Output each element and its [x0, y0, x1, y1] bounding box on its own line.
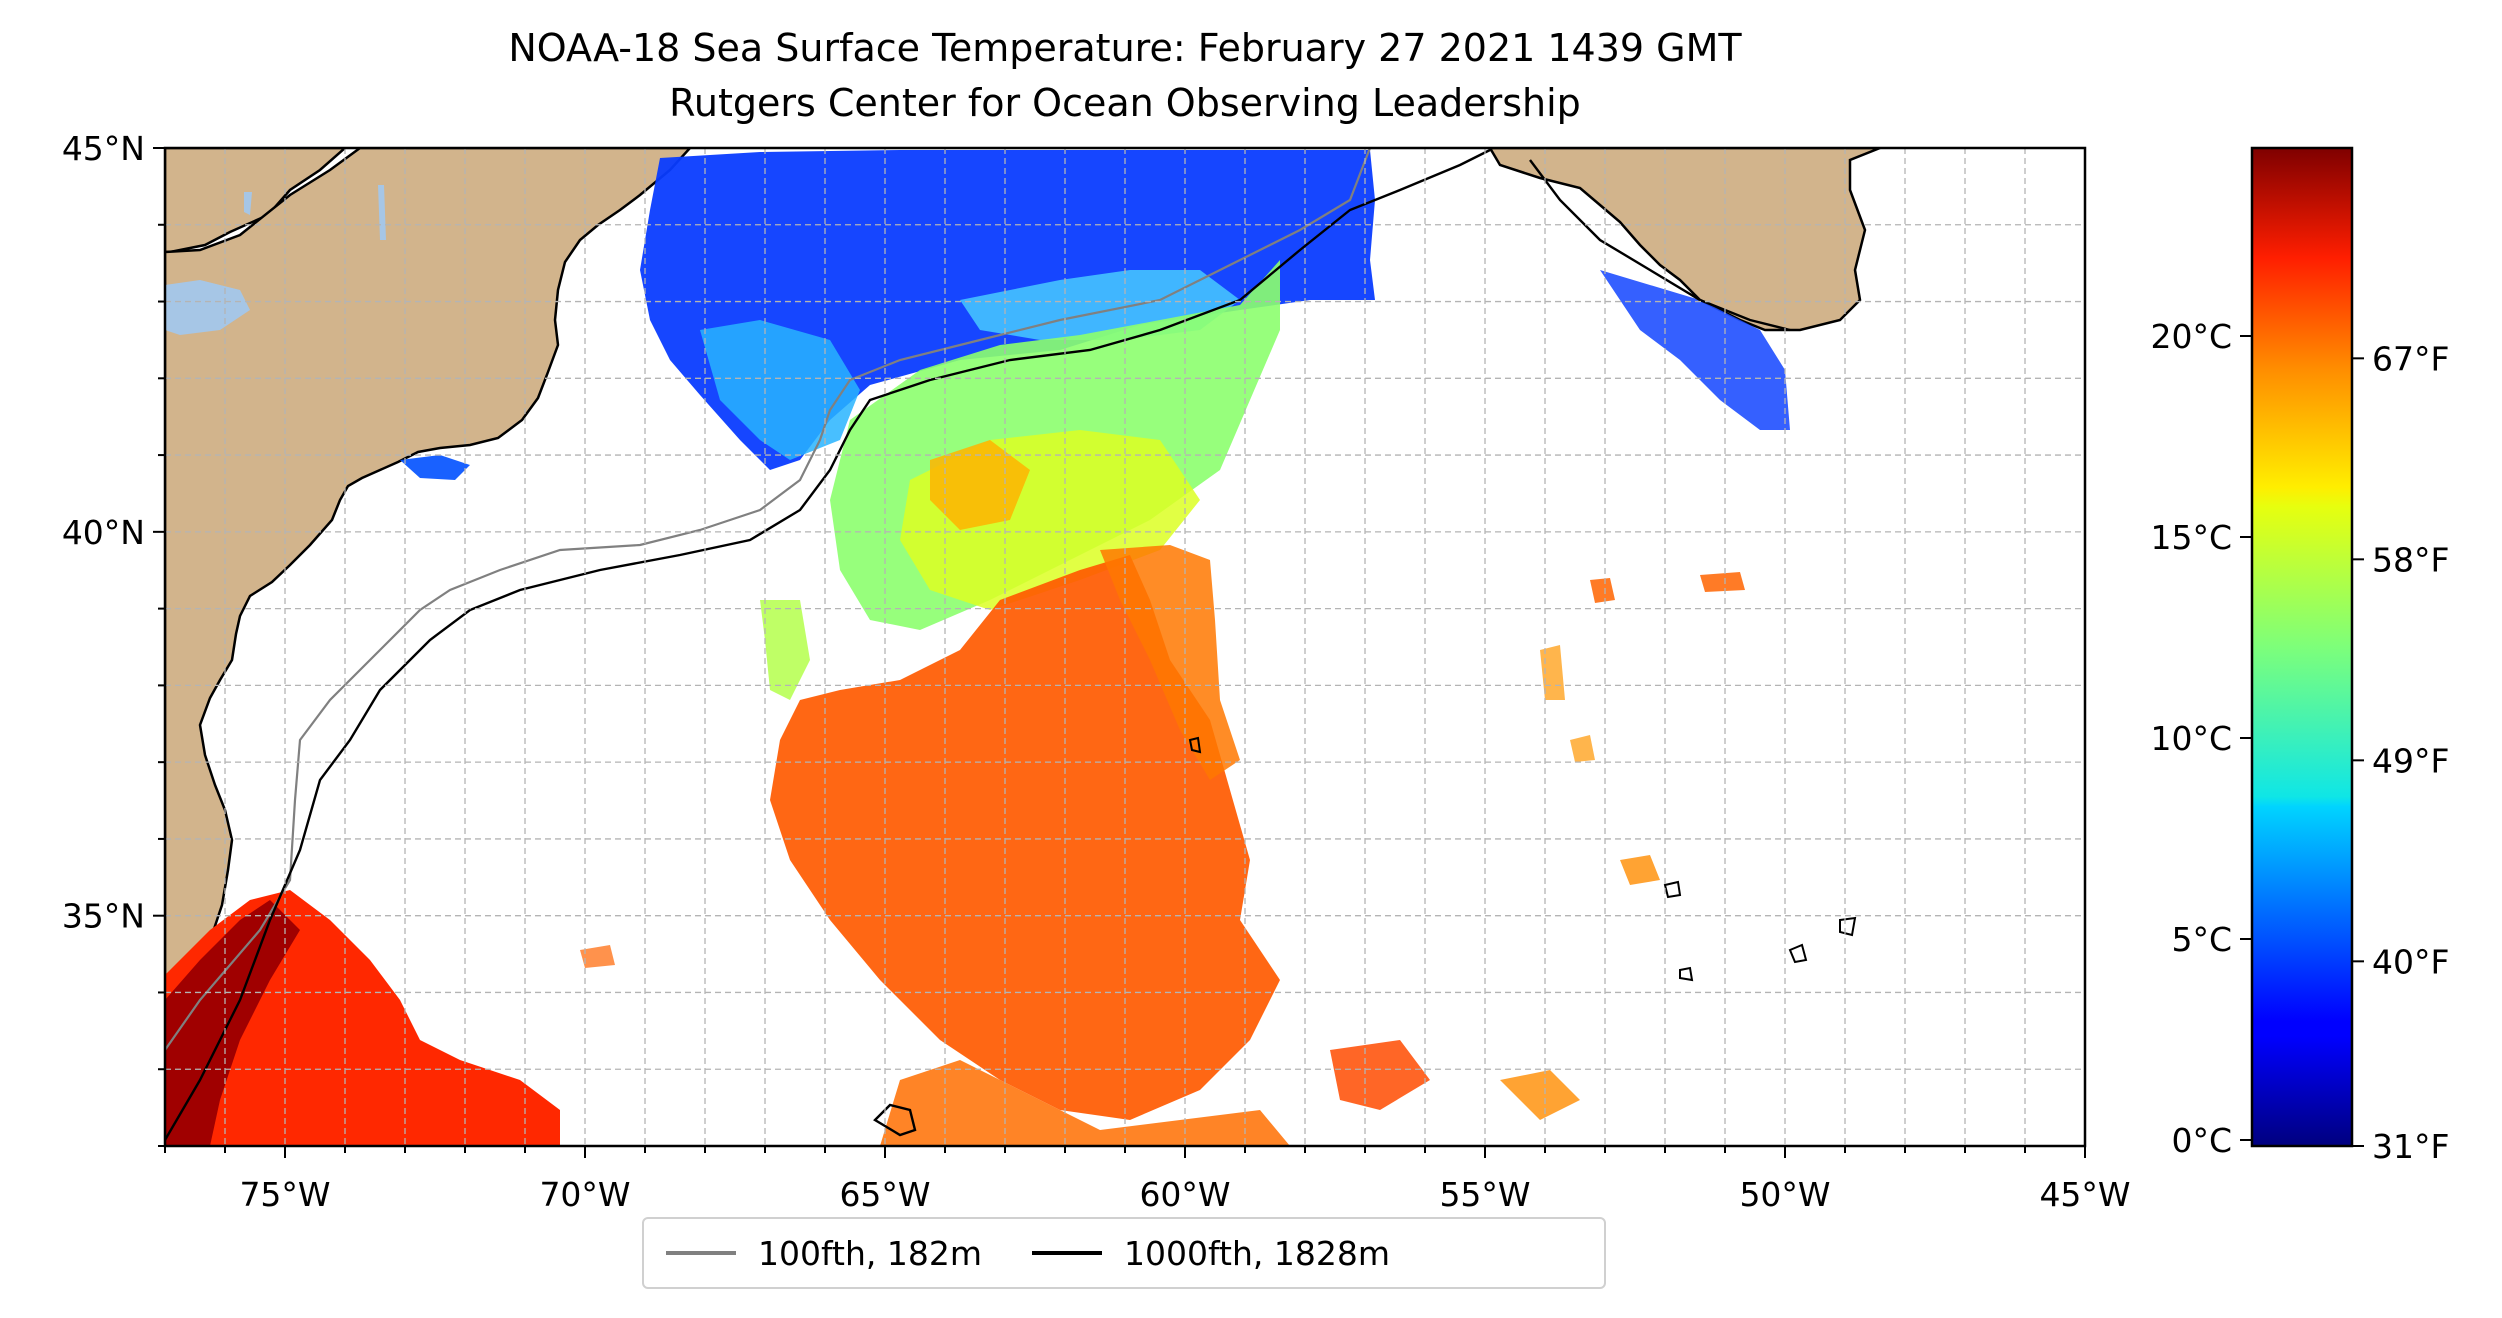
sst-warm-region	[880, 1060, 1290, 1146]
seamount-contour	[1839, 916, 1857, 937]
colorbar-celsius-label: 20°C	[2150, 317, 2232, 356]
lake	[378, 185, 386, 240]
sst-mid-region	[760, 600, 810, 700]
isobath-legend: 100fth, 182m 1000fth, 1828m	[642, 1217, 1606, 1289]
seamount-contour	[873, 1103, 917, 1137]
colorbar-celsius-label: 15°C	[2150, 518, 2232, 557]
colorbar-fahrenheit-label: 31°F	[2372, 1127, 2449, 1166]
colorbar-fahrenheit-axis: 31°F 40°F 49°F 58°F 67°F	[2352, 339, 2449, 1166]
colorbar-fahrenheit-label: 40°F	[2372, 942, 2449, 981]
colorbar-fahrenheit-label: 58°F	[2372, 540, 2449, 579]
sst-warm-region	[1540, 645, 1565, 700]
colorbar-celsius-label: 5°C	[2171, 920, 2232, 959]
grid-lines	[165, 148, 2085, 1146]
sst-warm-region	[1500, 1070, 1580, 1120]
seamount-contour	[1663, 880, 1682, 899]
legend-item-100fth: 100fth, 182m	[666, 1234, 982, 1273]
seamount-contour	[1679, 966, 1694, 982]
lat-tick-label: 45°N	[62, 129, 145, 168]
sst-warm-region	[1700, 572, 1745, 592]
colorbar-celsius-label: 0°C	[2171, 1121, 2232, 1160]
lon-tick-label: 50°W	[1739, 1175, 1830, 1214]
sst-warm-region	[1620, 855, 1660, 885]
legend-swatch-100fth	[666, 1251, 736, 1255]
seamount-contour	[1788, 943, 1808, 964]
sst-cold-region	[1600, 270, 1790, 430]
lon-tick-label: 75°W	[239, 1175, 330, 1214]
colorbar-celsius-label: 10°C	[2150, 719, 2232, 758]
lat-tick-label: 40°N	[62, 513, 145, 552]
lon-tick-label: 65°W	[839, 1175, 930, 1214]
legend-label: 1000fth, 1828m	[1124, 1233, 1390, 1273]
latitude-axis: 45°N 40°N 35°N	[62, 129, 165, 1147]
seamount-contour	[1188, 736, 1202, 754]
colorbar-fahrenheit-label: 49°F	[2372, 741, 2449, 780]
sst-warm-region	[1570, 735, 1595, 762]
sst-warm-region	[580, 945, 615, 968]
lat-tick-label: 35°N	[62, 897, 145, 936]
colorbar-fahrenheit-label: 67°F	[2372, 339, 2449, 378]
sst-warm-region	[1100, 545, 1240, 780]
sst-cool-region	[700, 320, 860, 460]
isobath-100fth	[165, 148, 1372, 1051]
map-title: NOAA-18 Sea Surface Temperature: Februar…	[508, 26, 1742, 70]
legend-swatch-1000fth	[1032, 1251, 1102, 1255]
legend-item-1000fth: 1000fth, 1828m	[1032, 1234, 1390, 1273]
sst-warm-region	[770, 555, 1280, 1120]
lon-tick-label: 45°W	[2039, 1175, 2130, 1214]
lake	[165, 280, 250, 335]
land-mass	[165, 148, 692, 992]
sst-cold-region	[400, 455, 470, 480]
isobath-1000fth	[1529, 159, 1791, 332]
colorbar-celsius-axis: 0°C 5°C 10°C 15°C 20°C	[2150, 317, 2252, 1160]
colorbar	[2250, 146, 2354, 1148]
lon-tick-label: 70°W	[539, 1175, 630, 1214]
legend-label: 100fth, 182m	[758, 1233, 982, 1273]
lon-tick-label: 55°W	[1439, 1175, 1530, 1214]
map-subtitle: Rutgers Center for Ocean Observing Leade…	[669, 81, 1581, 125]
lake	[244, 192, 252, 215]
longitude-axis: 75°W 70°W 65°W 60°W 55°W 50°W 45°W	[164, 1146, 2131, 1214]
isobath-1000fth	[165, 148, 1491, 1141]
lon-tick-label: 60°W	[1139, 1175, 1230, 1214]
sst-warm-region	[1590, 578, 1615, 603]
sst-warm-region	[1330, 1040, 1430, 1110]
